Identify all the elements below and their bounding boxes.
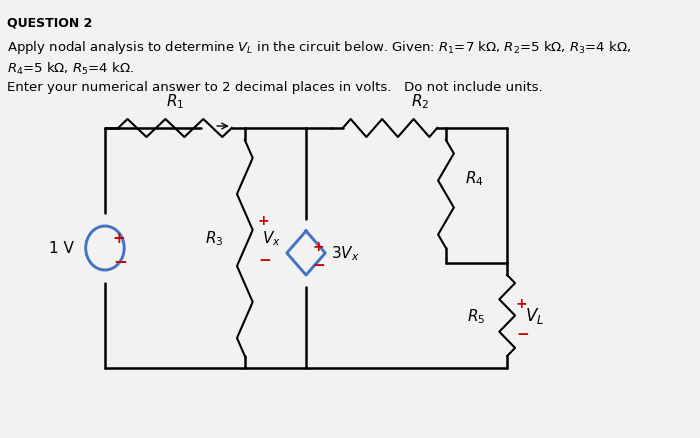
Text: $V_x$: $V_x$ — [262, 229, 281, 248]
Text: $3V_x$: $3V_x$ — [330, 244, 359, 263]
Text: $R_5$: $R_5$ — [467, 307, 485, 325]
Text: 1 V: 1 V — [50, 241, 74, 256]
Text: $R_1$: $R_1$ — [166, 92, 184, 111]
Text: $R_3$: $R_3$ — [204, 229, 223, 248]
Text: QUESTION 2: QUESTION 2 — [7, 17, 92, 30]
Text: +: + — [113, 231, 125, 246]
Text: −: − — [113, 251, 127, 269]
Text: −: − — [258, 253, 271, 268]
Text: $R_4$: $R_4$ — [466, 169, 484, 188]
Text: Apply nodal analysis to determine $V_L$ in the circuit below. Given: $R_1$=7 kΩ,: Apply nodal analysis to determine $V_L$ … — [7, 39, 631, 56]
Text: Enter your numerical answer to 2 decimal places in volts.   Do not include units: Enter your numerical answer to 2 decimal… — [7, 81, 542, 94]
Text: $V_L$: $V_L$ — [525, 306, 544, 326]
Text: +: + — [312, 240, 324, 254]
Text: −: − — [312, 258, 325, 273]
Text: +: + — [516, 297, 528, 311]
Text: +: + — [258, 213, 270, 227]
Text: −: − — [516, 326, 528, 341]
Text: $R_4$=5 kΩ, $R_5$=4 kΩ.: $R_4$=5 kΩ, $R_5$=4 kΩ. — [7, 61, 134, 77]
Text: $R_2$: $R_2$ — [411, 92, 429, 111]
